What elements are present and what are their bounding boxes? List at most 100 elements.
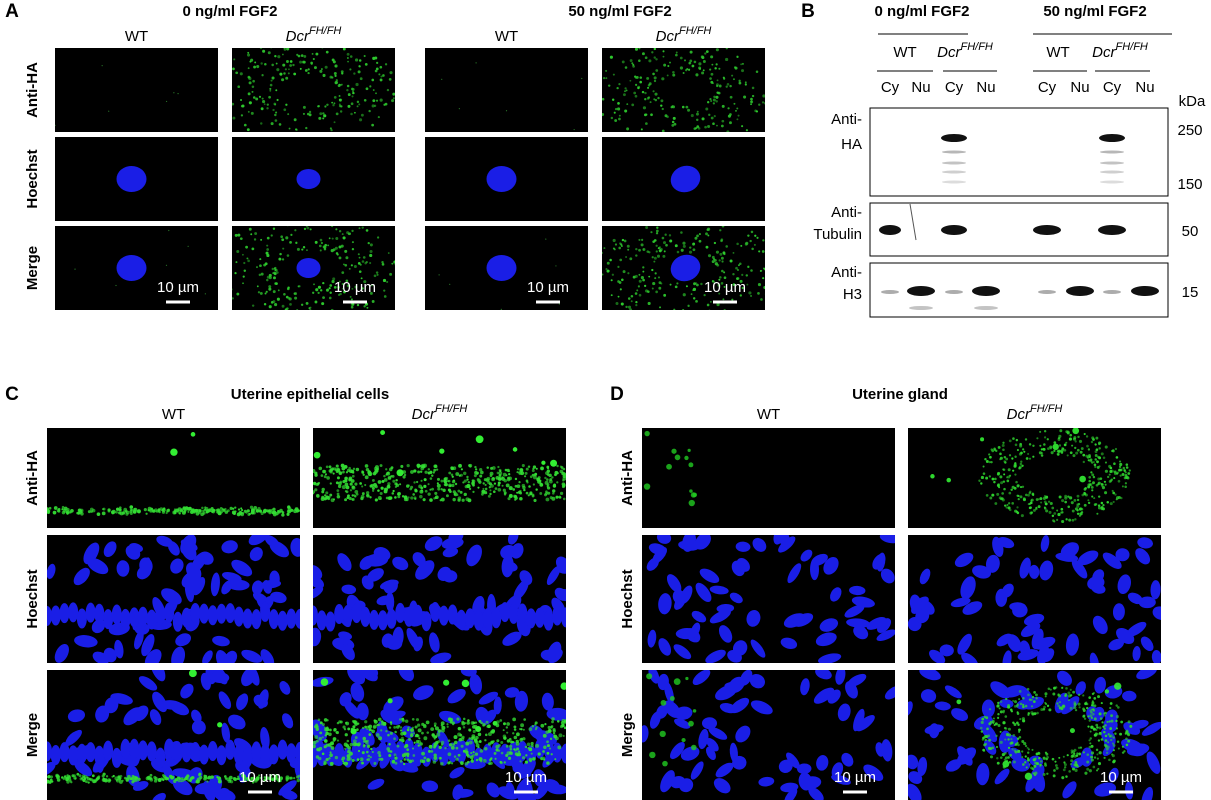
signal [355, 467, 360, 472]
signal [363, 305, 366, 308]
signal [270, 122, 274, 126]
signal [1014, 700, 1018, 704]
signal [356, 303, 360, 307]
signal [457, 753, 461, 757]
signal [1002, 711, 1005, 714]
signal [474, 739, 478, 744]
signal [1073, 436, 1077, 440]
signal [488, 486, 491, 489]
signal [521, 483, 526, 488]
signal [656, 254, 661, 258]
signal [430, 727, 435, 731]
signal [450, 473, 454, 477]
nucleus [207, 605, 218, 626]
signal [1110, 719, 1114, 723]
signal [340, 105, 343, 108]
signal [268, 776, 273, 781]
signal [57, 509, 61, 513]
signal [266, 107, 269, 110]
signal [531, 469, 535, 473]
signal [417, 744, 420, 747]
signal [1031, 493, 1035, 496]
signal [1008, 502, 1011, 505]
nucleus [534, 779, 551, 800]
nucleus [47, 563, 56, 580]
signal [699, 67, 702, 71]
signal [419, 742, 423, 746]
signal [1056, 509, 1059, 512]
nucleus [413, 685, 434, 701]
signal [1086, 706, 1089, 710]
signal [322, 117, 325, 120]
signal [406, 748, 410, 752]
signal [741, 273, 744, 276]
signal [283, 72, 286, 75]
signal [609, 258, 612, 262]
signal [652, 240, 655, 243]
signal [1091, 692, 1095, 696]
signal [450, 466, 454, 470]
nucleus [286, 743, 297, 764]
signal [1095, 503, 1098, 506]
nucleus [94, 603, 105, 624]
label: H3 [843, 286, 862, 303]
signal [735, 109, 737, 112]
nucleus [478, 691, 499, 705]
signal [145, 776, 150, 781]
signal [624, 90, 626, 93]
signal [1074, 763, 1078, 767]
nucleus [1020, 622, 1041, 638]
signal [320, 289, 323, 292]
micrograph [313, 428, 566, 528]
signal [1008, 760, 1012, 764]
signal [259, 264, 262, 268]
nucleus [268, 609, 279, 630]
signal [275, 271, 279, 274]
signal [1092, 712, 1095, 716]
signal [217, 779, 222, 784]
nucleus [1092, 615, 1108, 635]
nucleus [460, 670, 477, 677]
signal [655, 232, 659, 235]
signal [1117, 479, 1121, 483]
signal [656, 229, 659, 233]
signal [999, 700, 1003, 703]
signal [1122, 466, 1126, 470]
signal [285, 779, 289, 782]
signal [776, 77, 778, 79]
nucleus [262, 580, 272, 594]
signal [616, 86, 619, 90]
signal [266, 248, 270, 251]
nucleus [508, 603, 519, 624]
signal [287, 223, 289, 225]
signal [1027, 748, 1030, 751]
signal [201, 506, 204, 510]
signal [1024, 772, 1033, 781]
signal [1104, 734, 1108, 738]
signal [700, 55, 704, 59]
signal [668, 234, 672, 237]
signal [517, 490, 522, 494]
signal [399, 726, 403, 729]
signal [1100, 501, 1104, 505]
genotype-base: Dcr [286, 28, 310, 45]
signal [472, 754, 475, 757]
signal [980, 475, 985, 480]
signal [617, 265, 620, 268]
signal [1079, 450, 1083, 454]
nucleus [919, 670, 941, 681]
signal [644, 113, 647, 117]
signal [322, 112, 325, 115]
signal [499, 760, 502, 764]
signal [1004, 504, 1007, 507]
signal [1114, 732, 1117, 735]
signal [545, 471, 549, 475]
nucleus [260, 649, 275, 663]
signal [225, 114, 228, 117]
signal [652, 90, 655, 93]
signal [373, 724, 377, 729]
signal [53, 506, 58, 510]
signal [559, 496, 562, 499]
nucleus [251, 580, 264, 595]
signal [359, 118, 363, 122]
